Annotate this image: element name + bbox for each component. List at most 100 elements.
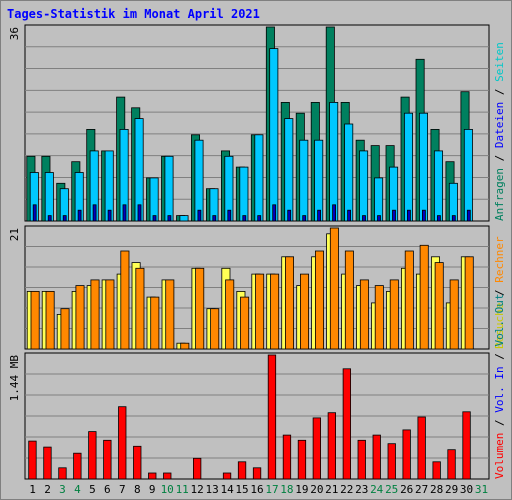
bar-dateien-day-16 — [254, 134, 264, 222]
bar-volumen-day-2 — [43, 446, 52, 480]
x-tick-label: 29 — [445, 483, 458, 496]
side-label-part: Vol. In — [493, 366, 506, 412]
bar-dateien-day-21 — [329, 102, 339, 222]
bar-volumen-day-18 — [282, 434, 292, 480]
bar-seiten-day-13 — [212, 215, 217, 222]
y-max-label-volume: 1.44 MB — [8, 355, 21, 402]
bar-rechner-day-2 — [45, 290, 55, 350]
bar-rechner-day-11 — [180, 342, 190, 350]
bar-seiten-day-15 — [242, 215, 247, 222]
x-tick-label: 7 — [119, 483, 126, 496]
side-label-part: Vol. Out — [493, 294, 506, 347]
bar-rechner-day-27 — [419, 244, 429, 350]
bar-seiten-day-28 — [436, 215, 441, 222]
bar-rechner-day-7 — [120, 250, 130, 350]
bar-rechner-day-5 — [90, 279, 100, 350]
bar-seiten-day-19 — [302, 215, 307, 222]
x-tick-label: 25 — [385, 483, 398, 496]
bar-dateien-day-27 — [418, 112, 428, 222]
bar-seiten-day-7 — [122, 204, 127, 222]
bar-seiten-day-5 — [92, 204, 97, 222]
x-tick-label: 28 — [430, 483, 443, 496]
bar-rechner-day-18 — [284, 256, 294, 350]
bar-dateien-day-9 — [149, 177, 159, 222]
x-tick-label: 31 — [475, 483, 488, 496]
bar-dateien-day-24 — [374, 177, 384, 222]
bar-rechner-day-13 — [210, 308, 220, 350]
bar-seiten-day-29 — [451, 215, 456, 222]
bar-rechner-day-21 — [329, 227, 339, 350]
side-label-part: Anfragen — [493, 168, 506, 221]
bar-rechner-day-19 — [299, 273, 309, 350]
panel-hits: 36 Anfragen / Dateien / Seiten — [8, 24, 506, 222]
bar-rechner-day-14 — [225, 279, 235, 350]
bar-volumen-day-1 — [28, 440, 37, 480]
bar-volumen-day-15 — [237, 461, 247, 480]
side-label-part: Volumen — [493, 433, 506, 479]
bar-rechner-day-1 — [30, 290, 40, 350]
bar-rechner-day-9 — [150, 296, 160, 350]
bar-seiten-day-27 — [421, 209, 426, 222]
y-max-label-visits: 21 — [8, 228, 21, 241]
x-tick-label: 22 — [340, 483, 353, 496]
x-tick-label: 20 — [310, 483, 323, 496]
bar-rechner-day-29 — [449, 279, 459, 350]
bar-dateien-day-22 — [344, 123, 354, 222]
bar-seiten-day-9 — [152, 215, 157, 222]
bar-seiten-day-25 — [392, 209, 396, 222]
bar-seiten-day-20 — [317, 209, 322, 222]
bar-dateien-day-30 — [463, 128, 473, 222]
x-tick-label: 30 — [460, 483, 473, 496]
bar-rechner-day-22 — [344, 250, 354, 350]
side-label-part: Rechner — [493, 236, 506, 283]
bar-rechner-day-30 — [464, 256, 474, 350]
bar-dateien-day-19 — [299, 139, 309, 222]
bar-volumen-day-25 — [387, 443, 396, 480]
bar-seiten-day-21 — [332, 204, 337, 222]
y-max-label-hits: 36 — [8, 27, 21, 40]
side-label-visits: Besuche / Rechner — [493, 236, 506, 349]
x-tick-label: 3 — [59, 483, 66, 496]
side-label-part: Dateien — [493, 102, 506, 148]
bar-volumen-day-27 — [417, 416, 426, 480]
bar-volumen-day-28 — [432, 461, 441, 480]
x-tick-label: 13 — [205, 483, 218, 496]
bar-volumen-day-7 — [118, 406, 127, 480]
bar-dateien-day-11 — [179, 215, 189, 222]
side-label-part: Seiten — [493, 42, 506, 82]
bar-rechner-day-6 — [105, 279, 115, 350]
bar-volumen-day-8 — [133, 445, 142, 480]
bar-volumen-day-17 — [267, 354, 277, 480]
x-tick-label: 21 — [325, 483, 338, 496]
bar-volumen-day-14 — [222, 472, 232, 480]
bar-volumen-day-26 — [402, 429, 411, 480]
bar-dateien-day-2 — [44, 172, 54, 222]
bar-rechner-day-15 — [240, 296, 250, 350]
bar-rechner-day-8 — [135, 267, 145, 350]
bar-volumen-day-9 — [148, 472, 157, 480]
x-tick-label: 4 — [74, 483, 81, 496]
bar-volumen-day-4 — [73, 452, 82, 480]
bar-volumen-day-16 — [252, 467, 262, 480]
x-tick-label: 9 — [149, 483, 156, 496]
x-tick-label: 6 — [104, 483, 111, 496]
side-label-separator: / — [493, 347, 506, 367]
x-tick-label: 16 — [250, 483, 263, 496]
bar-volumen-day-21 — [327, 412, 337, 480]
bar-seiten-day-30 — [466, 209, 471, 222]
bar-seiten-day-16 — [257, 215, 262, 222]
bar-volumen-day-30 — [462, 411, 471, 480]
side-label-hits: Anfragen / Dateien / Seiten — [493, 42, 506, 221]
side-label-separator: / — [493, 413, 506, 433]
bar-seiten-day-26 — [406, 209, 411, 222]
bar-seiten-day-2 — [47, 215, 52, 222]
x-tick-label: 8 — [134, 483, 141, 496]
bar-dateien-day-15 — [239, 166, 249, 222]
x-tick-label: 17 — [265, 483, 278, 496]
x-tick-label: 19 — [295, 483, 308, 496]
bar-rechner-day-16 — [255, 273, 265, 350]
bar-rechner-day-25 — [389, 279, 399, 350]
bar-rechner-day-20 — [314, 250, 324, 350]
bar-dateien-day-23 — [359, 150, 369, 222]
bar-seiten-day-23 — [362, 215, 366, 222]
